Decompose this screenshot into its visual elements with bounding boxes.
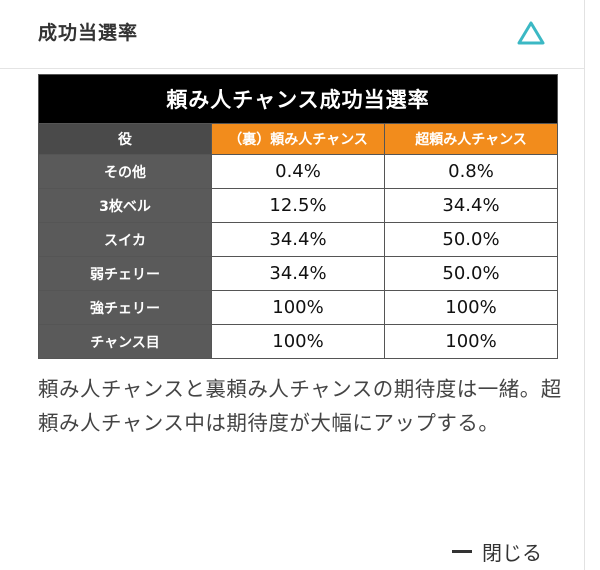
- collapse-toggle[interactable]: [514, 18, 548, 48]
- table-title: 頼み人チャンス成功当選率: [38, 74, 558, 124]
- table-row: 強チェリー 100% 100%: [38, 290, 558, 325]
- description-text: 頼み人チャンスと裏頼み人チャンスの期待度は一緒。超頼み人チャンス中は期待度が大幅…: [38, 377, 562, 435]
- close-label: 閉じる: [482, 540, 542, 565]
- value-cell: 100%: [211, 290, 385, 325]
- column-header-super: 超頼み人チャンス: [384, 123, 558, 155]
- close-button[interactable]: 閉じる: [452, 534, 542, 568]
- accordion-panel: 成功当選率 頼み人チャンス成功当選率 役 （裏）頼み人チャンス 超頼み人チャンス…: [0, 0, 585, 570]
- value-cell: 100%: [384, 324, 558, 359]
- triangle-up-icon: [517, 21, 545, 45]
- value-cell: 34.4%: [211, 256, 385, 291]
- value-cell: 12.5%: [211, 188, 385, 223]
- role-header: 役: [38, 123, 212, 155]
- value-cell: 50.0%: [384, 256, 558, 291]
- value-cell: 0.8%: [384, 154, 558, 189]
- role-cell: 強チェリー: [38, 290, 212, 325]
- value-cell: 100%: [211, 324, 385, 359]
- table-row: その他 0.4% 0.8%: [38, 154, 558, 189]
- section-title: 成功当選率: [38, 22, 139, 44]
- minus-icon: [452, 549, 472, 553]
- value-cell: 50.0%: [384, 222, 558, 257]
- role-cell: 弱チェリー: [38, 256, 212, 291]
- table-row: 弱チェリー 34.4% 50.0%: [38, 256, 558, 291]
- table-row: チャンス目 100% 100%: [38, 324, 558, 359]
- table-row: 3枚ベル 12.5% 34.4%: [38, 188, 558, 223]
- section-header[interactable]: 成功当選率: [0, 0, 584, 69]
- value-cell: 34.4%: [211, 222, 385, 257]
- role-cell: その他: [38, 154, 212, 189]
- table-row: スイカ 34.4% 50.0%: [38, 222, 558, 257]
- value-cell: 100%: [384, 290, 558, 325]
- role-cell: スイカ: [38, 222, 212, 257]
- value-cell: 0.4%: [211, 154, 385, 189]
- column-header-ura: （裏）頼み人チャンス: [211, 123, 385, 155]
- role-cell: 3枚ベル: [38, 188, 212, 223]
- role-cell: チャンス目: [38, 324, 212, 359]
- success-rate-table: 頼み人チャンス成功当選率 役 （裏）頼み人チャンス 超頼み人チャンス その他 0…: [38, 74, 558, 359]
- value-cell: 34.4%: [384, 188, 558, 223]
